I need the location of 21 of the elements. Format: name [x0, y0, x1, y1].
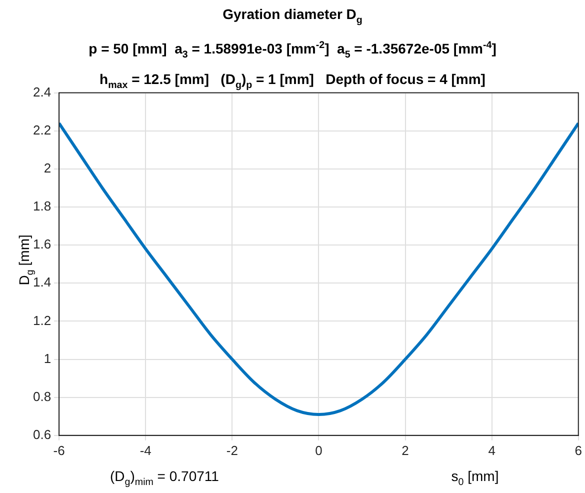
y-tick-label: 1.8 [32, 198, 52, 214]
x-axis-title: s$_{0}$ [mm] [450, 468, 500, 488]
chart-title: Gyration diameter D$_{g}$ [222, 5, 364, 28]
y-tick-label: 2 [44, 160, 52, 176]
y-tick-label: 1.4 [32, 274, 52, 290]
text: p = 50 [mm] a$_{3}$ = 1.58991e-03 [mm$^{-2}$] a$_{5}$ = -1.35672e-05 [mm$^{-4}$] h$_{max}$ = 12.5 [mm] (D$_{g}$)$_{p}$ = 1 [mm] Depth of focus = 4 [mm] [88, 40, 496, 92]
y-tick-label: 0.6 [32, 426, 52, 442]
y-tick-label: 2.4 [32, 84, 52, 100]
y-tick-label: 0.8 [32, 388, 52, 404]
text: (D$_{g}$)$_{mim}$ = 0.70711 [110, 468, 219, 488]
y-tick-label: 1 [44, 350, 52, 366]
x-tick-label: 6 [574, 442, 582, 458]
x-tick-label: -6 [53, 442, 65, 458]
y-tick-label: 2.2 [32, 122, 52, 138]
x-tick-label: 2 [402, 442, 409, 458]
x-tick-label: -2 [226, 442, 238, 458]
x-tick-label: 4 [488, 442, 496, 458]
y-tick-label: 1.2 [32, 312, 52, 328]
y-tick-label: 1.6 [32, 236, 52, 252]
x-tick-label: 0 [315, 442, 322, 458]
x-tick-label: -4 [140, 442, 152, 458]
